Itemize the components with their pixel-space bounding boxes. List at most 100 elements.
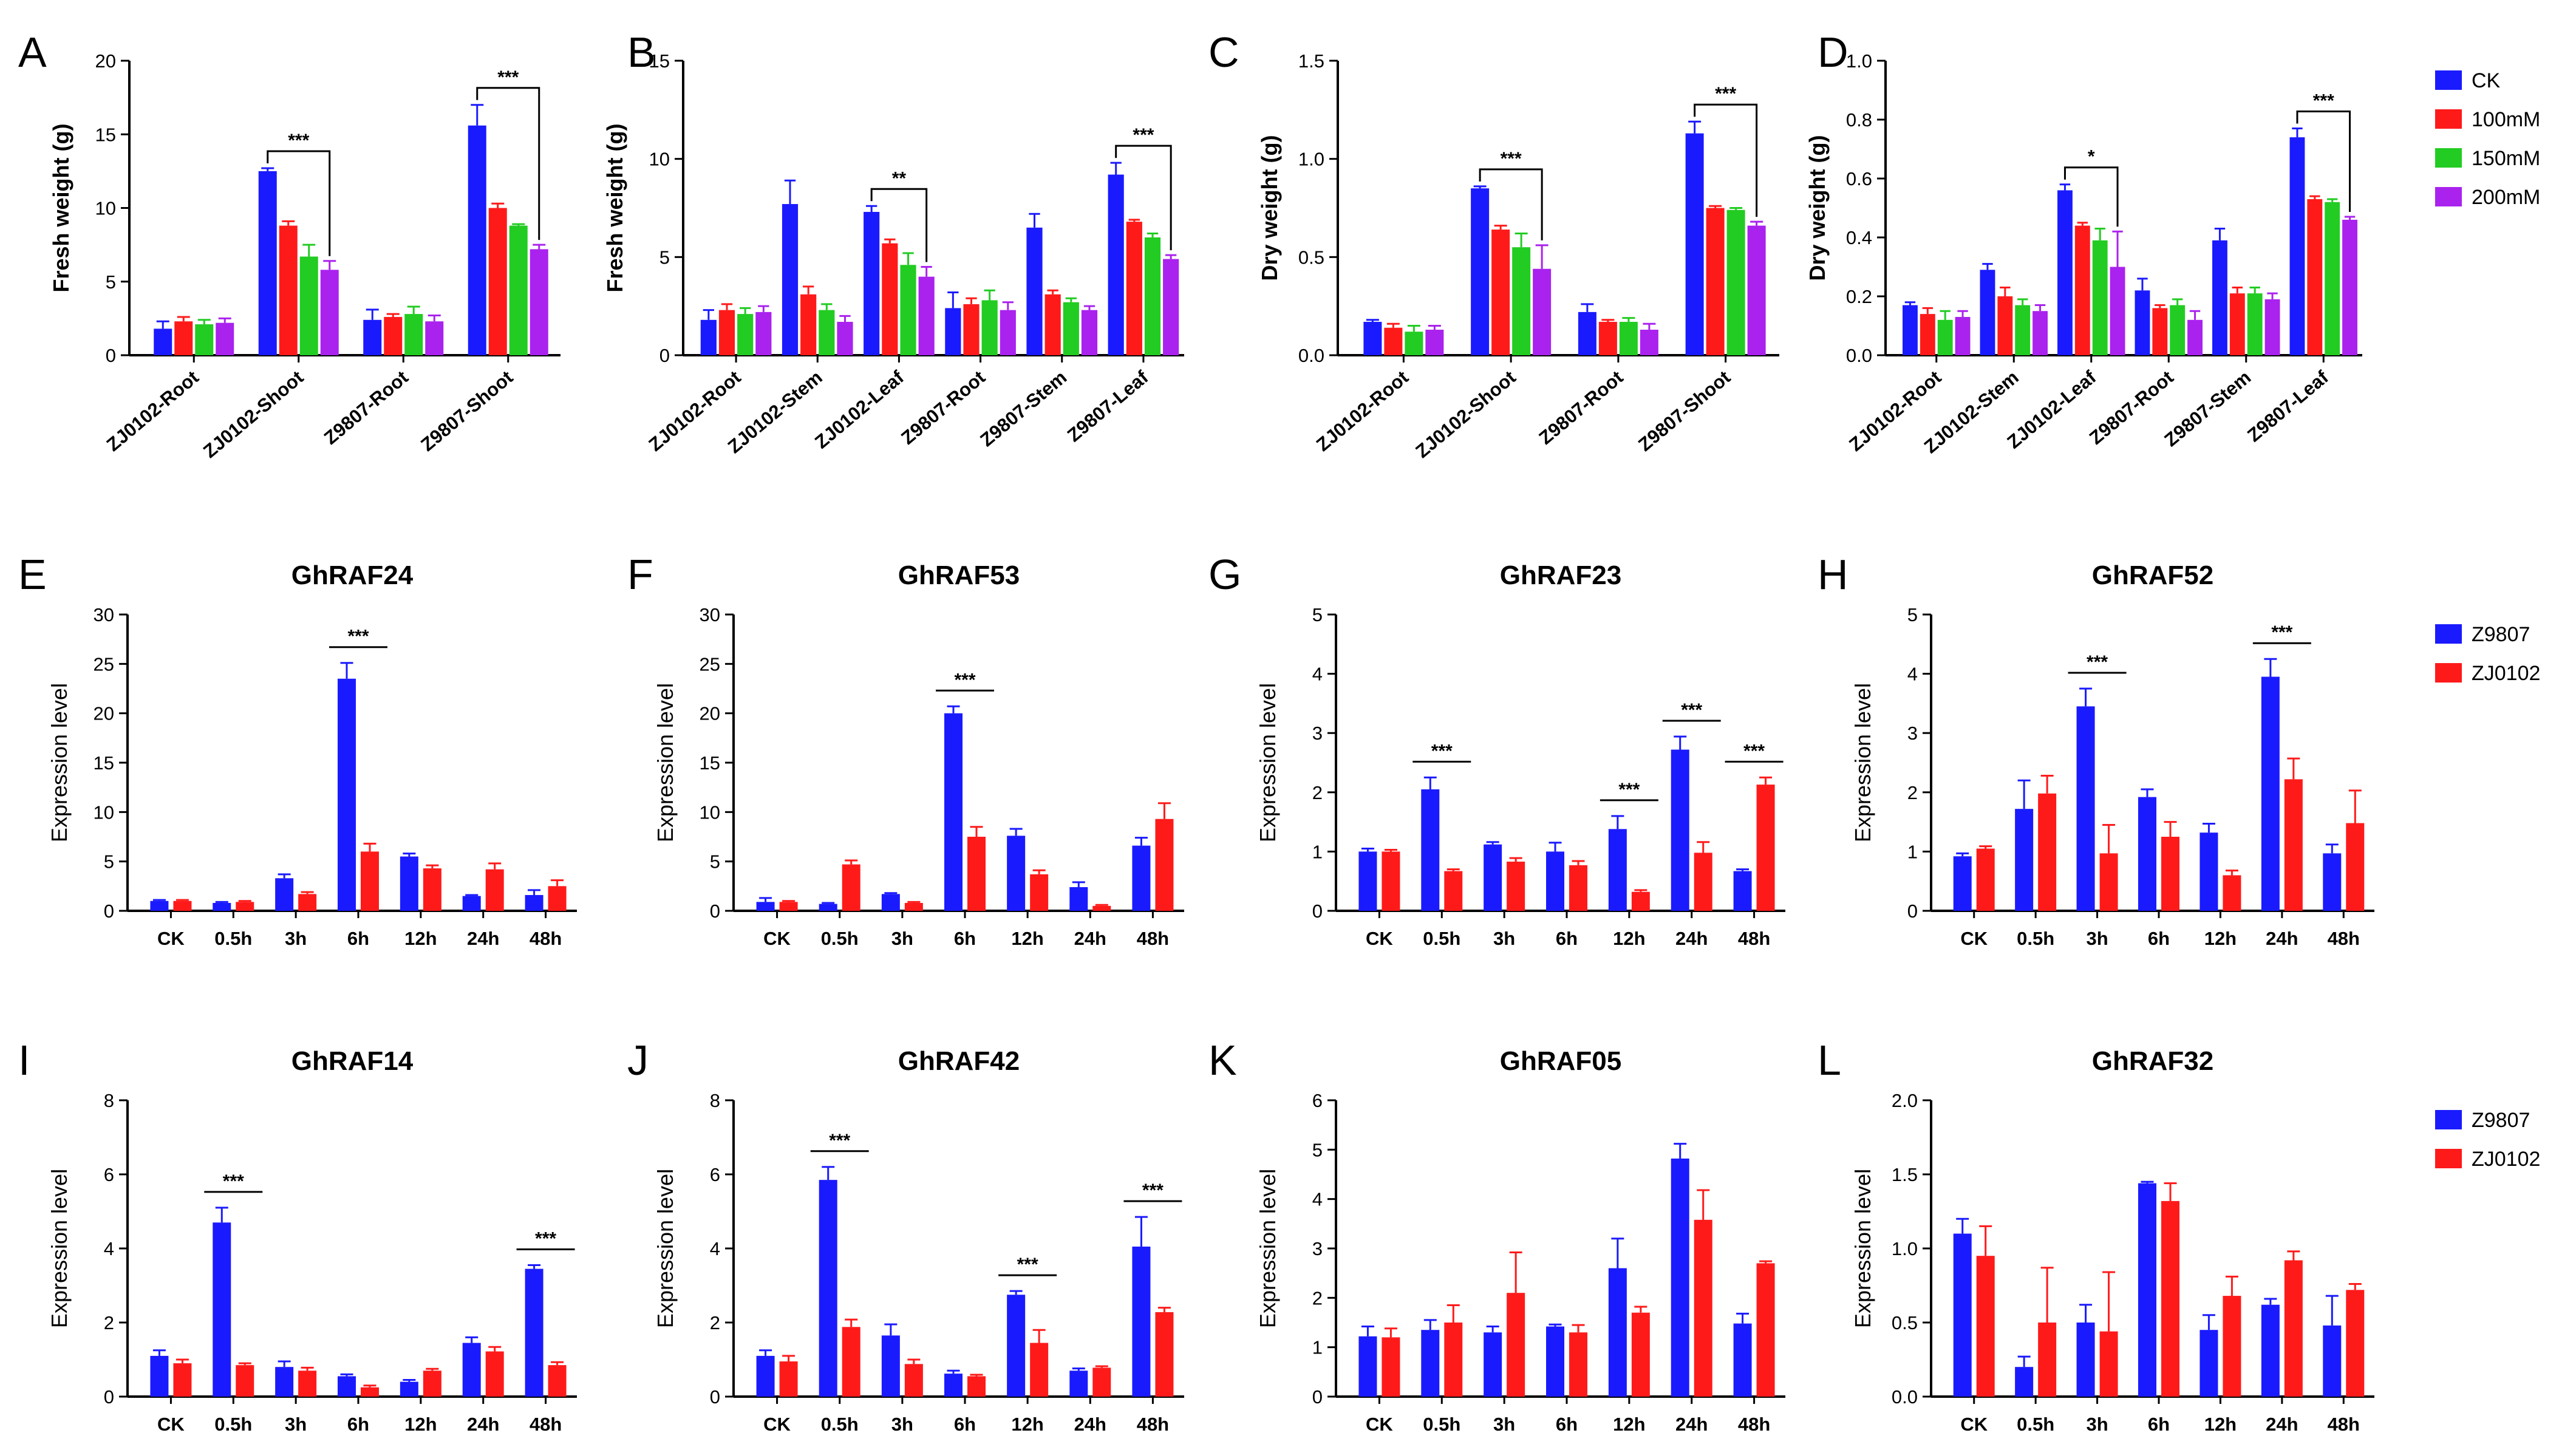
- y-tick-label-e-0: 0: [104, 901, 114, 922]
- legend-salt-label-2: 150mM: [2472, 147, 2540, 170]
- x-tick-label-a-1: ZJ0102-Shoot: [199, 367, 307, 462]
- sig-label-g-0: ***: [1431, 741, 1453, 761]
- panel-title-l: GhRAF32: [2092, 1046, 2213, 1076]
- bar-c-0-2: [1405, 332, 1423, 355]
- bar-a-1-2: [299, 256, 318, 355]
- y-tick-label-k-0: 0: [1312, 1386, 1323, 1408]
- x-tick-label-h-3: 6h: [2148, 928, 2170, 949]
- bar-l-4-0: [2199, 1330, 2218, 1397]
- sig-label-b-1: ***: [1133, 125, 1154, 145]
- bar-e-4-1: [423, 868, 441, 911]
- bar-f-5-0: [1069, 887, 1088, 911]
- bar-c-3-2: [1726, 209, 1745, 355]
- bar-b-0-3: [755, 312, 772, 355]
- y-axis-label-l: Expression level: [1850, 1169, 1875, 1328]
- bar-g-4-1: [1631, 891, 1650, 911]
- bar-d-4-1: [2229, 293, 2245, 355]
- sig-bracket-d-1: [2296, 111, 2351, 213]
- x-tick-label-f-1: 0.5h: [821, 928, 859, 949]
- sig-label-h-1: ***: [2271, 622, 2292, 642]
- y-tick-label-k-6: 6: [1312, 1090, 1323, 1111]
- y-tick-label-f-1: 5: [710, 851, 720, 873]
- bar-e-2-1: [298, 894, 317, 911]
- bar-j-5-0: [1069, 1370, 1088, 1397]
- y-tick-label-d-1: 0.2: [1846, 286, 1872, 307]
- bar-i-0-0: [150, 1355, 169, 1397]
- y-tick-label-k-1: 1: [1312, 1337, 1323, 1358]
- bar-a-2-0: [363, 319, 382, 355]
- bar-a-0-1: [174, 321, 193, 355]
- x-tick-label-e-4: 12h: [404, 928, 437, 949]
- x-tick-label-c-0: ZJ0102-Root: [1312, 367, 1412, 455]
- y-tick-label-f-4: 20: [700, 703, 720, 724]
- x-tick-label-j-4: 12h: [1011, 1414, 1043, 1435]
- bar-d-0-2: [1937, 319, 1953, 355]
- x-tick-label-c-2: Z9807-Root: [1535, 367, 1627, 449]
- sig-label-a-1: ***: [497, 67, 519, 87]
- bar-g-2-1: [1507, 861, 1525, 911]
- bar-l-2-0: [2076, 1323, 2095, 1397]
- x-tick-label-f-6: 48h: [1137, 928, 1169, 949]
- bar-d-5-0: [2289, 137, 2305, 355]
- bar-d-3-0: [2135, 290, 2150, 355]
- legend-lines2-label-1: ZJ0102: [2472, 1148, 2540, 1171]
- bar-b-1-1: [800, 294, 817, 355]
- bar-j-5-1: [1092, 1367, 1111, 1397]
- bar-b-2-0: [864, 211, 880, 355]
- bar-g-6-1: [1756, 785, 1775, 911]
- legend-salt-swatch-0: [2435, 70, 2462, 90]
- bar-h-0-0: [1953, 856, 1972, 911]
- bar-k-5-0: [1671, 1158, 1689, 1397]
- panel-title-e: GhRAF24: [291, 560, 414, 590]
- x-tick-label-g-4: 12h: [1613, 928, 1645, 949]
- x-tick-label-g-3: 6h: [1556, 928, 1578, 949]
- bar-l-4-1: [2223, 1296, 2241, 1397]
- y-tick-label-a-4: 20: [95, 50, 116, 72]
- bar-a-1-3: [320, 270, 339, 355]
- bar-d-0-0: [1903, 305, 1918, 355]
- y-tick-label-k-2: 2: [1312, 1287, 1323, 1309]
- bar-f-3-1: [967, 837, 986, 911]
- bar-k-3-0: [1546, 1326, 1564, 1397]
- x-tick-label-g-0: CK: [1366, 928, 1393, 949]
- bar-h-6-1: [2346, 823, 2365, 911]
- bar-d-2-2: [2092, 240, 2108, 355]
- y-tick-label-i-4: 8: [104, 1090, 114, 1111]
- bar-k-6-0: [1733, 1323, 1752, 1397]
- panel-title-h: GhRAF52: [2092, 560, 2213, 590]
- bar-j-4-0: [1007, 1295, 1026, 1397]
- bar-l-0-1: [1976, 1256, 1995, 1397]
- bar-i-1-0: [213, 1222, 231, 1397]
- sig-bracket-a-1: [476, 87, 540, 240]
- legend-lines1-swatch-1: [2435, 663, 2462, 683]
- bar-g-3-1: [1569, 865, 1587, 911]
- x-tick-label-e-6: 48h: [530, 928, 562, 949]
- legend-lines1-label-1: ZJ0102: [2472, 662, 2540, 685]
- y-tick-label-c-2: 1.0: [1298, 149, 1324, 170]
- y-tick-label-f-3: 15: [700, 752, 720, 774]
- y-tick-label-l-0: 0.0: [1892, 1386, 1918, 1408]
- y-tick-label-b-0: 0: [659, 345, 670, 366]
- bar-b-5-1: [1126, 222, 1142, 355]
- panel-label-h: H: [1818, 551, 1849, 598]
- panel-l: L GhRAF32 0.0 0.5 1.0 1.5 2.0 Expression level C…: [1818, 1037, 2374, 1435]
- bar-h-4-0: [2199, 832, 2218, 911]
- bar-j-6-1: [1155, 1312, 1174, 1397]
- panel-i: I GhRAF14 0 2 4 6 8 Expression level CK 0.5h 3h 6h 1…: [18, 1037, 577, 1435]
- x-tick-label-f-2: 3h: [891, 928, 913, 949]
- sig-label-i-0: ***: [223, 1171, 244, 1191]
- bar-b-4-2: [1063, 302, 1079, 355]
- bar-f-4-1: [1030, 874, 1049, 911]
- bar-d-1-1: [1997, 296, 2013, 355]
- sig-label-b-0: **: [892, 168, 907, 188]
- x-tick-label-d-4: Z9807-Stem: [2160, 367, 2255, 451]
- y-tick-label-h-0: 0: [1907, 901, 1918, 922]
- x-tick-label-d-5: Z9807-Leaf: [2243, 366, 2332, 446]
- y-tick-label-h-3: 3: [1907, 723, 1918, 744]
- x-tick-label-b-4: Z9807-Stem: [976, 367, 1071, 451]
- x-tick-label-h-5: 24h: [2266, 928, 2298, 949]
- legend-salt-swatch-3: [2435, 187, 2462, 206]
- y-tick-label-l-4: 2.0: [1892, 1090, 1918, 1111]
- sig-label-j-2: ***: [1142, 1180, 1164, 1200]
- bar-f-5-1: [1092, 905, 1111, 911]
